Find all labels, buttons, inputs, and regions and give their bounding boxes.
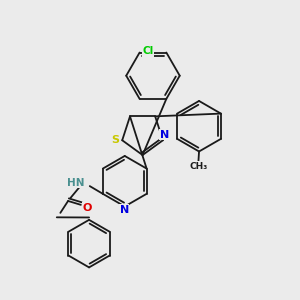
Text: N: N — [160, 130, 169, 140]
Text: CH₃: CH₃ — [189, 162, 208, 171]
Text: Cl: Cl — [142, 46, 154, 56]
Text: N: N — [119, 205, 129, 215]
Text: HN: HN — [67, 178, 84, 188]
Text: O: O — [82, 203, 92, 213]
Text: S: S — [112, 135, 120, 145]
